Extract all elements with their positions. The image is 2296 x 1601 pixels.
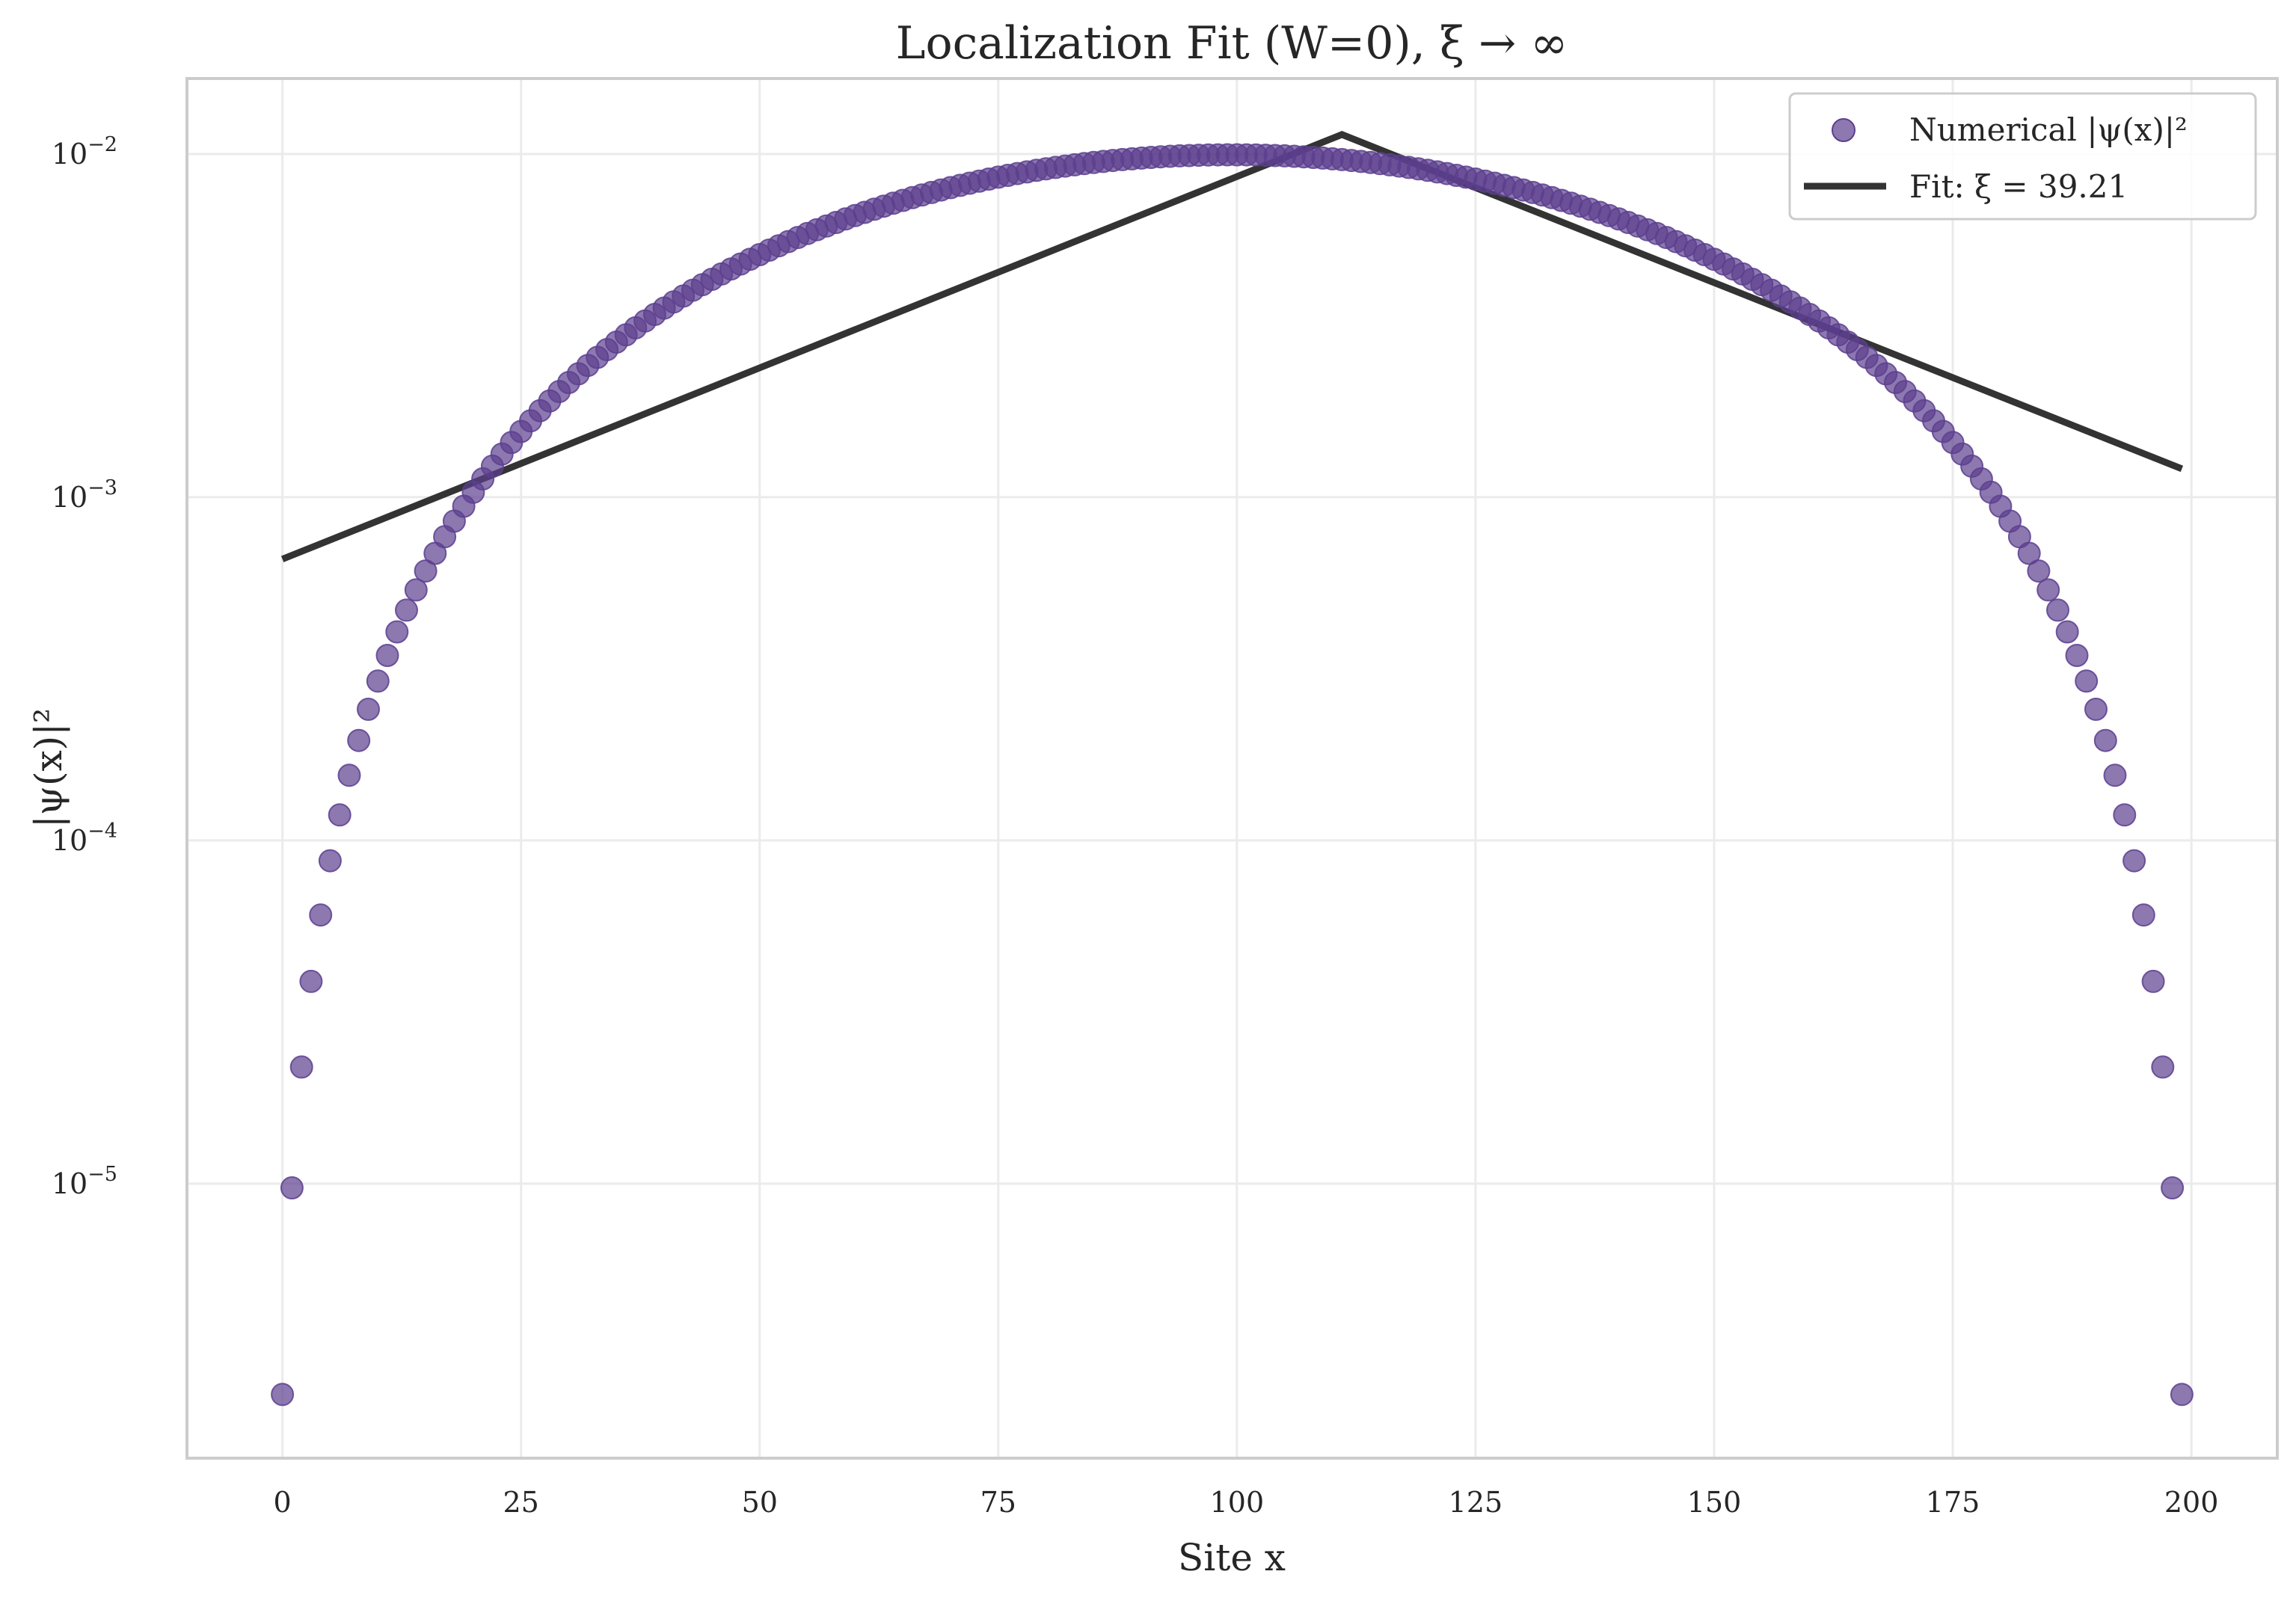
scatter-point	[299, 969, 323, 993]
x-tick-label: 200	[2164, 1486, 2219, 1519]
scatter-point	[347, 728, 371, 752]
scatter-point	[2093, 728, 2117, 752]
legend-label-fit: Fit: ξ = 39.21	[1909, 168, 2128, 205]
scatter-point	[385, 620, 409, 644]
scatter-point	[357, 698, 380, 721]
scatter-point	[2017, 541, 2041, 565]
scatter-point	[337, 763, 361, 787]
plot-area	[187, 79, 2277, 1458]
scatter-point	[2065, 644, 2089, 667]
scatter-point	[2151, 1055, 2175, 1079]
scatter-point	[2036, 578, 2060, 602]
fit-line-layer	[280, 131, 2184, 562]
scatter-layer	[271, 143, 2194, 1407]
scatter-point	[318, 849, 342, 873]
scatter-point	[2170, 1383, 2194, 1407]
x-tick-label: 125	[1449, 1486, 1503, 1519]
scatter-point	[366, 669, 390, 693]
x-tick-labels: 0 25 50 75 100 125 150 175 200	[274, 1486, 2219, 1519]
scatter-point	[2161, 1176, 2185, 1199]
scatter-point	[2122, 849, 2146, 873]
y-tick-label: 10−5	[52, 1163, 117, 1200]
scatter-point	[414, 559, 438, 583]
x-tick-label: 100	[1210, 1486, 1265, 1519]
y-tick-label: 10−3	[52, 476, 117, 514]
scatter-point	[2027, 559, 2051, 583]
plot-frame	[185, 77, 2279, 1460]
scatter-point	[2131, 903, 2155, 927]
y-tick-label: 10−4	[52, 820, 117, 857]
scatter-point	[2113, 803, 2137, 827]
x-tick-label: 75	[980, 1486, 1016, 1519]
legend-label-numerical: Numerical |ψ(x)|²	[1909, 111, 2188, 148]
x-axis-label: Site x	[1178, 1536, 1286, 1579]
y-axis-label: |ψ(x)|²	[27, 708, 70, 828]
scatter-point	[2084, 698, 2108, 721]
legend-box	[1788, 92, 2257, 221]
scatter-point	[328, 803, 352, 827]
x-tick-label: 175	[1926, 1486, 1980, 1519]
scatter-point	[280, 1176, 304, 1199]
fit-line	[280, 131, 2184, 562]
scatter-point	[309, 903, 333, 927]
scatter-point	[404, 578, 428, 602]
scatter-point	[2075, 669, 2099, 693]
x-tick-label: 0	[274, 1486, 292, 1519]
scatter-point	[271, 1383, 295, 1407]
scatter-point	[2055, 620, 2079, 644]
chart-title: Localization Fit (W=0), ξ → ∞	[896, 17, 1568, 70]
y-tick-labels: 10−2 10−3 10−4 10−5	[52, 133, 117, 1200]
scatter-point	[2046, 598, 2069, 622]
x-tick-label: 50	[742, 1486, 778, 1519]
scatter-point	[375, 644, 399, 667]
legend-marker-numerical	[1832, 118, 1855, 142]
scatter-point	[289, 1055, 313, 1079]
scatter-point	[395, 598, 418, 622]
legend: Numerical |ψ(x)|² Fit: ξ = 39.21	[1788, 92, 2257, 221]
y-tick-label: 10−2	[52, 133, 117, 170]
x-tick-label: 25	[503, 1486, 539, 1519]
scatter-point	[2103, 763, 2127, 787]
x-tick-label: 150	[1687, 1486, 1742, 1519]
scatter-point	[2141, 969, 2165, 993]
